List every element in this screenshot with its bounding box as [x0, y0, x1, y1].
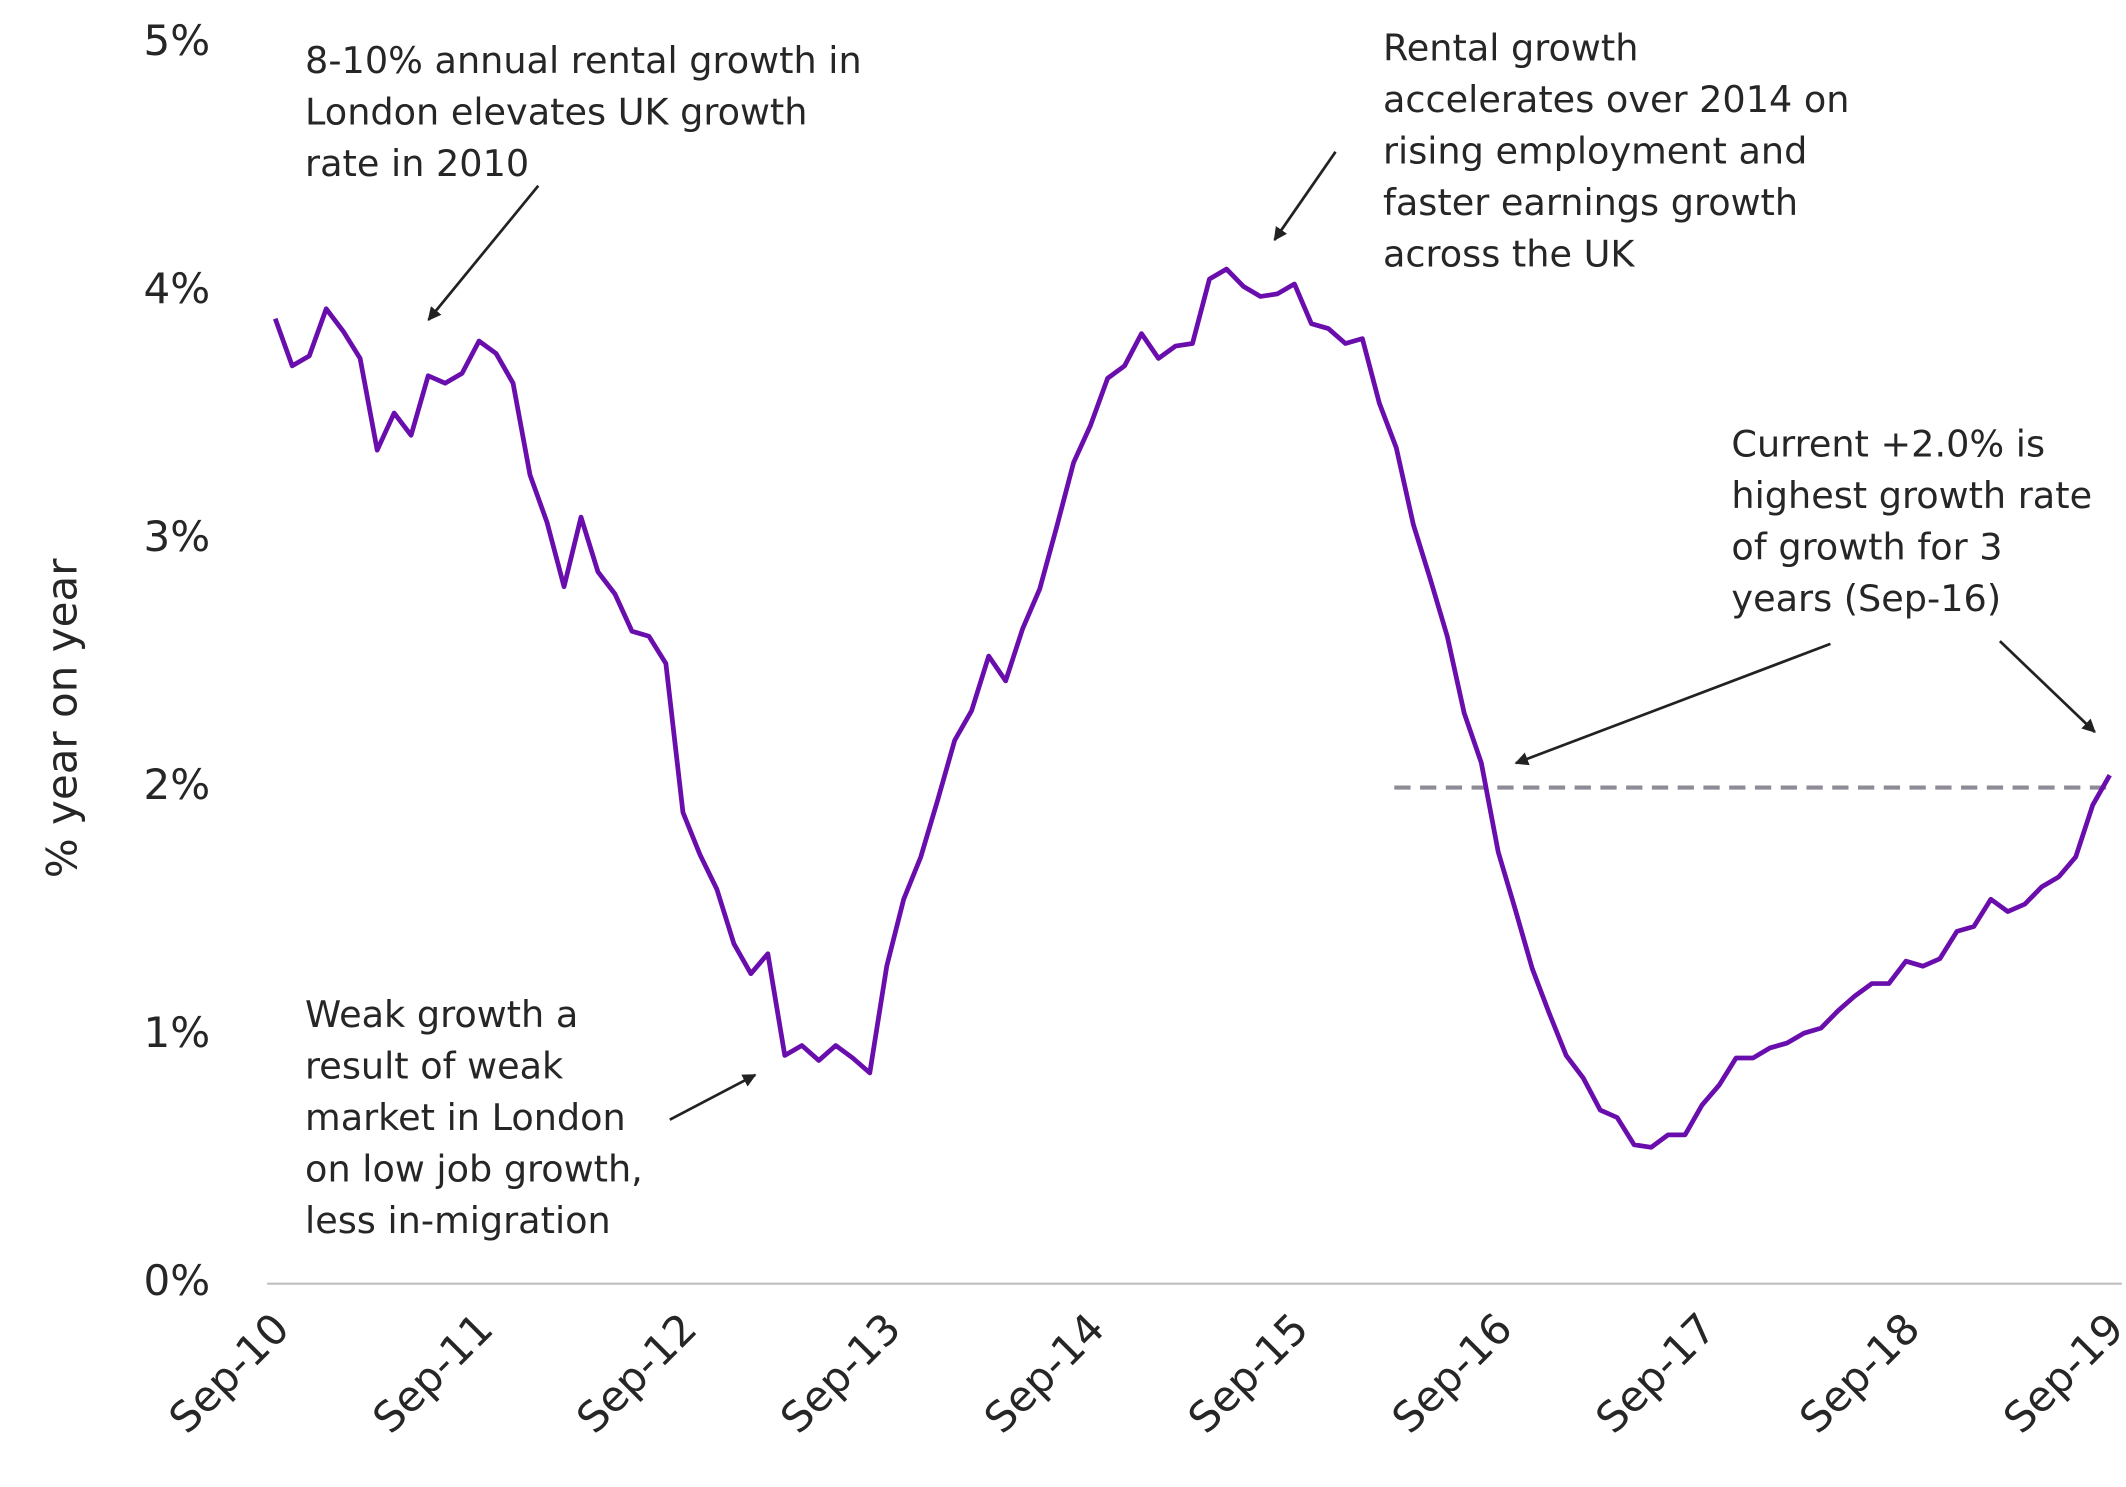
annotation: accelerates over 2014 on: [1383, 78, 1850, 121]
y-tick-label: 5%: [143, 16, 210, 65]
x-tick-label: Sep-13: [771, 1304, 910, 1443]
x-tick-label: Sep-10: [159, 1304, 298, 1443]
annotation: across the UK: [1383, 233, 1635, 276]
arrow: [1998, 640, 2096, 733]
x-tick-label: Sep-17: [1586, 1304, 1725, 1443]
x-tick-label: Sep-16: [1382, 1304, 1521, 1443]
y-tick-label: 1%: [143, 1008, 210, 1057]
annotation: on low job growth,: [305, 1148, 643, 1191]
arrow: [427, 184, 540, 321]
x-tick-label: Sep-12: [567, 1304, 706, 1443]
annotation: result of weak: [305, 1045, 564, 1088]
annotation: highest growth rate: [1731, 474, 2092, 517]
annotation: of growth for 3: [1731, 525, 2002, 568]
line: [273, 266, 2112, 1150]
x-tick-label: Sep-11: [363, 1304, 502, 1443]
x-tick-label: Sep-19: [1994, 1304, 2126, 1443]
annotation: years (Sep-16): [1731, 577, 2001, 620]
annotation: faster earnings growth: [1383, 181, 1798, 224]
annotation: rate in 2010: [305, 142, 529, 185]
annotation: London elevates UK growth: [305, 90, 807, 133]
x-tick-label: Sep-15: [1179, 1304, 1318, 1443]
annotation: Rental growth: [1383, 27, 1638, 70]
annotation: rising employment and: [1383, 130, 1807, 173]
annotation: 8-10% annual rental growth in: [305, 39, 862, 82]
y-tick-label: 3%: [143, 512, 210, 561]
x-tick-label: Sep-14: [975, 1304, 1114, 1443]
annotation: Weak growth a: [305, 993, 578, 1036]
x-tick-label: Sep-18: [1790, 1304, 1929, 1443]
annotation: market in London: [305, 1096, 626, 1139]
y-tick-label: 4%: [143, 264, 210, 313]
y-axis-label: % year on year: [38, 558, 87, 878]
annotation: less in-migration: [305, 1199, 611, 1242]
y-tick-label: 0%: [143, 1256, 210, 1305]
y-tick-label: 2%: [143, 760, 210, 809]
arrow: [1273, 151, 1337, 242]
annotation: Current +2.0% is: [1731, 422, 2045, 465]
arrow: [1514, 642, 1831, 766]
arrow: [669, 1073, 757, 1121]
